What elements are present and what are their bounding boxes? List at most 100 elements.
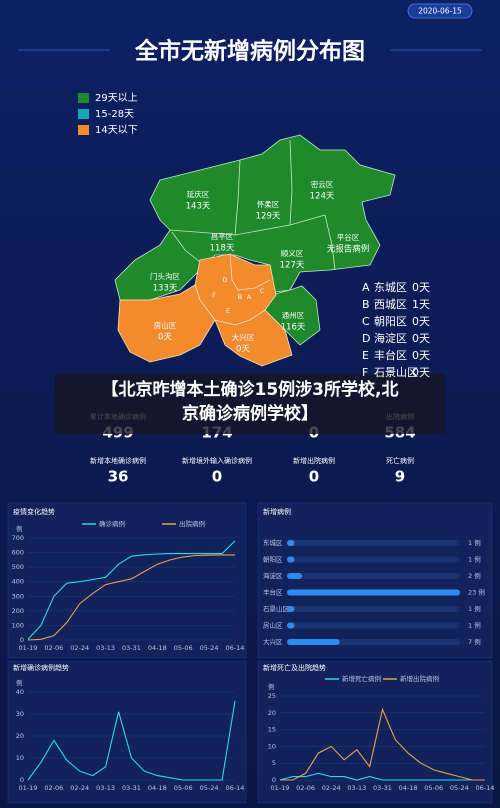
y-tick-label: 40 (16, 688, 24, 696)
y-tick-label: 0 (20, 776, 24, 784)
stat-label: 新增本地确诊病例 (90, 456, 146, 465)
y-tick-label: 30 (16, 710, 24, 718)
axis-unit: 例 (16, 678, 23, 687)
y-tick-label: 500 (12, 563, 24, 571)
x-tick-label: 03-13 (347, 784, 366, 792)
value-label: 1 例 (468, 604, 481, 613)
bar (287, 573, 303, 579)
district-name: 怀柔区 (257, 199, 280, 209)
bar (287, 540, 295, 546)
map-letter: F (212, 291, 216, 299)
x-tick-label: 02-24 (70, 644, 89, 652)
map-letter: B (238, 293, 242, 301)
district-name: 昌平区 (211, 232, 234, 241)
x-tick-label: 02-06 (44, 784, 63, 792)
x-tick-label: 04-18 (148, 784, 167, 792)
y-tick-label: 大兴区 (263, 637, 283, 646)
district-days: 116天 (281, 323, 306, 333)
panel (7, 660, 247, 804)
district-days: 129天 (256, 212, 281, 222)
y-tick-label: 20 (16, 732, 24, 740)
y-tick-label: 600 (12, 549, 24, 557)
title: 全市无新增病例分布图 (134, 38, 365, 65)
list-letter: A (362, 281, 370, 294)
x-tick-label: 04-18 (148, 644, 167, 652)
x-tick-label: 02-24 (322, 784, 341, 792)
y-tick-label: 15 (268, 726, 276, 734)
map (114, 134, 396, 367)
x-tick-label: 06-14 (226, 644, 245, 652)
stat-value: 36 (108, 468, 129, 486)
legend-label: 29天以上 (95, 92, 138, 104)
list-days: 1天 (412, 298, 430, 311)
district-border (229, 253, 271, 291)
district-border (289, 139, 293, 226)
bar-track (287, 573, 460, 579)
y-tick-label: 10 (268, 742, 276, 750)
list-letter: D (362, 332, 370, 345)
x-tick-label: 05-24 (200, 644, 219, 652)
legend-label: 14天以下 (95, 125, 138, 136)
y-tick-label: 0 (272, 776, 276, 784)
x-tick-label: 06-14 (476, 784, 495, 792)
panel (257, 502, 493, 659)
value-label: 1 例 (468, 555, 481, 564)
y-tick-label: 700 (12, 534, 24, 542)
district-name: 平谷区 (337, 233, 360, 242)
y-tick-label: 400 (12, 578, 24, 586)
district-name: 门头沟区 (150, 271, 180, 281)
list-name: 西城区 (374, 298, 407, 311)
value-label: 23 例 (468, 588, 485, 597)
stat-label: 新增境外输入确诊病例 (182, 456, 252, 465)
x-tick-label: 01-19 (271, 784, 290, 792)
map-letter: A (247, 293, 252, 301)
district-area (214, 309, 293, 367)
y-tick-label: 海淀区 (263, 571, 283, 580)
panel-title: 疫情变化趋势 (13, 507, 55, 516)
legend-label: 确诊病例 (99, 519, 125, 528)
series-line (27, 700, 236, 781)
axis-unit: 例 (16, 524, 23, 533)
list-name: 石景山区 (374, 366, 418, 379)
bar-track (287, 556, 460, 563)
caption-box (55, 374, 445, 434)
stat-value: 0 (309, 468, 319, 486)
list-letter: B (362, 298, 370, 311)
x-tick-label: 03-31 (373, 784, 392, 792)
district-days: 133天 (153, 284, 178, 294)
stat-value: 9 (395, 468, 405, 486)
axis-unit: 例 (268, 682, 275, 691)
bar (287, 606, 295, 612)
x-tick-label: 05-24 (450, 784, 469, 792)
legend-swatch (78, 109, 89, 119)
bar-track (287, 540, 460, 546)
y-tick-label: 200 (12, 607, 24, 615)
list-days: 0天 (412, 315, 430, 328)
district-days: 127天 (280, 261, 305, 271)
x-tick-label: 01-19 (19, 644, 38, 652)
map-letter: C (260, 287, 265, 295)
district-name: 顺义区 (281, 249, 304, 258)
value-label: 1 例 (468, 621, 481, 630)
stat-value: 0 (212, 468, 222, 486)
caption: 【北京昨增本土确诊15例涉3所学校,北 (102, 379, 399, 400)
district-days: 124天 (310, 192, 335, 202)
district-days: 无报告病例 (327, 244, 370, 255)
series-line (279, 772, 485, 781)
panel (7, 502, 247, 659)
district-name: 通州区 (282, 310, 305, 320)
list-letter: E (362, 349, 369, 362)
y-tick-label: 100 (12, 621, 24, 629)
district-days: 118天 (210, 244, 235, 254)
list-name: 东城区 (374, 281, 407, 294)
x-tick-label: 03-31 (122, 644, 141, 652)
map-letter: D (222, 276, 227, 284)
y-tick-label: 朝阳区 (263, 555, 283, 564)
y-tick-label: 300 (12, 592, 24, 600)
x-tick-label: 05-06 (174, 784, 193, 792)
bar-track (287, 622, 460, 629)
district-border (171, 231, 201, 263)
x-tick-label: 05-06 (174, 644, 193, 652)
date-pill (407, 3, 473, 19)
district-days: 0天 (158, 333, 172, 343)
